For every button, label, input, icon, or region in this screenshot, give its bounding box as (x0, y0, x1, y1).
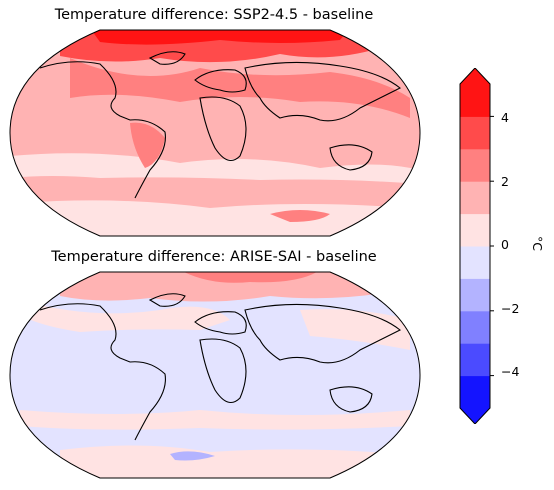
colorbar-segment (460, 148, 490, 182)
ssp245-map (9, 29, 421, 237)
colorbar-tick-0: 0 (501, 237, 509, 252)
arise-map-border (9, 271, 421, 479)
colorbar-segment (460, 246, 490, 279)
colorbar-segment (460, 84, 490, 117)
antarctic-slight-warming (60, 445, 400, 478)
ssp245-coastlines (39, 51, 402, 199)
southern-ocean-low-warming (10, 153, 420, 184)
bottom-panel-title: Temperature difference: ARISE-SAI - base… (51, 249, 377, 265)
colorbar-segment (460, 116, 490, 150)
antarctic-warm-patch (270, 210, 330, 222)
ssp245-map-border (9, 29, 421, 237)
colorbar-extend-max (460, 68, 490, 84)
colorbar-segment (460, 375, 490, 409)
colorbar-tick-2: 2 (501, 174, 509, 189)
colorbar-segment (460, 310, 490, 344)
colorbar-outline (459, 68, 491, 424)
southern-ocean-slight-warming (20, 410, 410, 430)
arise-coastlines (39, 293, 402, 441)
arctic-warm-core (180, 272, 320, 283)
colorbar-tick-4: 4 (501, 110, 509, 125)
neutral-base-field (10, 272, 420, 478)
colorbar-unit-label: °C (529, 236, 545, 251)
colorbar-tick-neg2: −2 (501, 301, 520, 316)
antarctic-margin-region (20, 200, 410, 236)
colorbar (459, 68, 494, 424)
top-panel-title: Temperature difference: SSP2-4.5 - basel… (54, 7, 374, 23)
north-atlantic-slight-warming (20, 300, 230, 332)
colorbar-extend-min (460, 408, 490, 424)
amazon-warming-region (130, 122, 165, 168)
colorbar-segment (460, 278, 490, 312)
colorbar-tick-neg4: −4 (501, 364, 520, 379)
arctic-residual-warming (60, 272, 390, 302)
arise-sai-map (9, 271, 421, 479)
midlat-warming-region (70, 58, 410, 118)
colorbar-segment (460, 343, 490, 377)
colorbar-segment (460, 181, 490, 215)
arctic-extreme-region (90, 30, 350, 45)
colorbar-segment (460, 213, 490, 247)
antarctic-cooling-patch (170, 451, 215, 461)
